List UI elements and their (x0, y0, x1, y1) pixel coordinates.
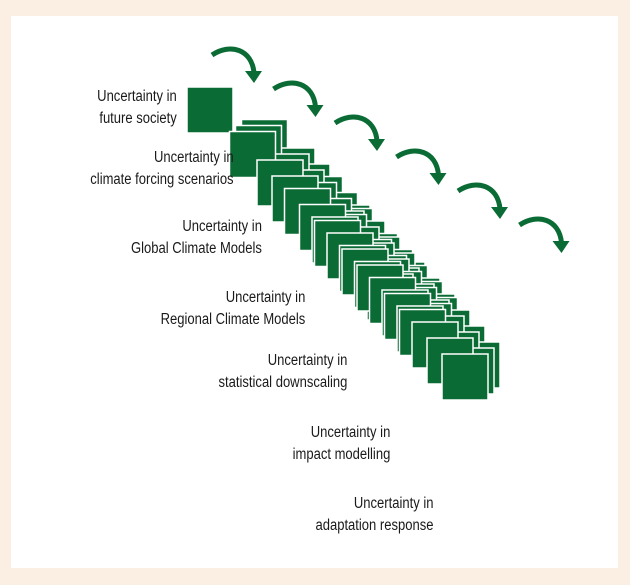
model-square (441, 353, 489, 401)
stage-label-statistical-downscaling: Uncertainty in statistical downscaling (218, 350, 347, 394)
model-stack-squares (186, 86, 501, 401)
stage-label-line2: impact modelling (292, 446, 390, 463)
stage-label-line2: statistical downscaling (218, 374, 347, 391)
cascade-arrow (333, 114, 380, 142)
stage-label-line2: Regional Climate Models (160, 311, 305, 328)
arrowhead-icon (491, 207, 508, 219)
stage-label-line1: Uncertainty in (97, 88, 177, 105)
arrowhead-icon (306, 105, 324, 117)
model-square (186, 86, 234, 134)
cascade-arrow (456, 182, 503, 210)
cascade-arrow (272, 80, 318, 108)
stage-label-line2: Global Climate Models (131, 240, 262, 257)
arrowhead-icon (429, 173, 447, 185)
stage-label-line1: Uncertainty in (353, 495, 433, 512)
stage-label-global-climate-models: Uncertainty in Global Climate Models (131, 216, 262, 260)
stage-label-line1: Uncertainty in (182, 218, 262, 235)
stage-label-adaptation-response: Uncertainty in adaptation response (315, 493, 433, 537)
stage-label-line1: Uncertainty in (225, 289, 305, 306)
stage-label-line2: adaptation response (315, 517, 433, 534)
stage-label-line1: Uncertainty in (310, 424, 390, 441)
stage-label-line2: climate forcing scenarios (90, 171, 234, 188)
stage-label-impact-modelling: Uncertainty in impact modelling (292, 422, 390, 466)
arrowhead-icon (245, 71, 262, 83)
cascade-arrow (210, 46, 257, 74)
cascade-arrows (210, 46, 570, 253)
cascade-arrow (395, 148, 441, 176)
arrowhead-icon (368, 139, 385, 151)
stage-label-future-society: Uncertainty in future society (97, 86, 177, 130)
stage-label-line1: Uncertainty in (267, 352, 347, 369)
stage-label-regional-climate-models: Uncertainty in Regional Climate Models (160, 287, 305, 331)
stage-label-line1: Uncertainty in (154, 149, 234, 166)
arrowhead-icon (552, 241, 570, 253)
stage-label-line2: future society (99, 110, 177, 127)
cascade-arrow (518, 216, 564, 244)
stage-label-climate-forcing: Uncertainty in climate forcing scenarios (91, 147, 234, 191)
